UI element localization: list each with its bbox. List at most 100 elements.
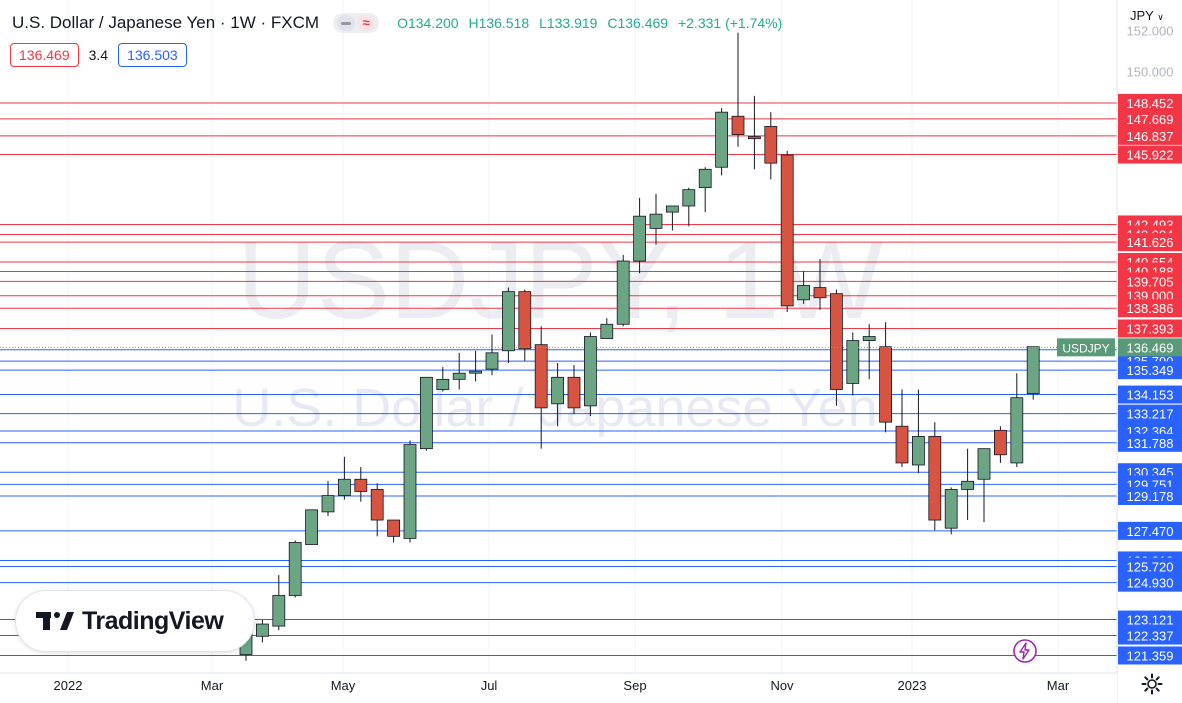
candle[interactable] [469,350,483,382]
candle[interactable] [1010,373,1024,468]
candle[interactable] [370,483,384,537]
support-level-label: 127.470 [1127,524,1174,539]
candle[interactable] [600,318,614,339]
candle[interactable] [666,205,679,231]
support-level-label-box [1118,610,1182,629]
ohlc-values: O134.200 H136.518 L133.919 C136.469 +2.3… [397,15,788,31]
resistance-level-label: 146.837 [1127,129,1174,144]
candle-body-up [485,352,499,370]
sell-price-button[interactable]: 136.469 [10,43,79,67]
status-pill[interactable]: ≈ [333,13,380,33]
candle[interactable] [272,575,286,631]
tradingview-logo[interactable]: TradingView [15,590,255,652]
candle[interactable] [813,259,827,310]
bid-ask-panel: 136.469 3.4 136.503 [10,41,187,69]
support-level-label-box [1118,487,1182,506]
candle-body-down [387,519,401,537]
candle-body-up [305,509,319,545]
candle-body-down [370,489,384,521]
candle[interactable] [797,271,810,304]
candle-body-up [961,480,974,490]
candle[interactable] [715,108,728,176]
candle[interactable] [961,448,974,521]
wave-icon[interactable]: ≈ [357,15,376,31]
watermark: USDJPY, 1W U.S. Dollar / Japanese Yen [232,219,883,438]
candle[interactable] [780,150,794,313]
support-level-label-box [1118,404,1182,423]
candle-body-up [698,168,712,189]
market-status-icon[interactable] [337,15,356,31]
current-price-label: 136.469 [1127,340,1174,355]
candle[interactable] [846,332,860,396]
candle[interactable] [501,287,515,364]
resistance-level-label: 139.705 [1127,274,1174,289]
ohlc-close: C136.469 [607,15,669,31]
currency-selector[interactable]: JPY ∨ [1130,8,1164,23]
y-tick-label: 150.000 [1127,64,1174,79]
candle[interactable] [977,448,991,523]
candle[interactable] [387,519,401,543]
candle[interactable] [436,367,450,392]
resistance-level-label-box [1118,109,1182,128]
candle[interactable] [419,376,433,451]
candle[interactable] [649,193,663,245]
x-tick-label: Nov [770,678,794,693]
resistance-level-label: 137.393 [1127,321,1174,336]
candle[interactable] [944,487,958,535]
candle-body-down [928,436,942,521]
candle[interactable] [830,289,843,406]
candle[interactable] [518,289,532,361]
candle-body-up [797,285,810,301]
x-tick-label: May [331,678,356,693]
candle[interactable] [255,619,269,643]
candle[interactable] [616,254,630,327]
support-level-label-box [1118,521,1182,540]
candle[interactable] [1026,346,1040,400]
candle[interactable] [452,352,466,390]
candle[interactable] [354,467,368,502]
candle-body-up [419,376,433,450]
candle[interactable] [321,481,335,516]
candle[interactable] [682,187,696,227]
candle[interactable] [584,332,597,417]
candle-body-down [567,376,581,409]
candle-body-down [895,425,909,464]
candle[interactable] [534,326,548,449]
gear-icon[interactable] [1140,672,1164,696]
candle[interactable] [912,389,925,474]
candle[interactable] [551,363,564,427]
candle[interactable] [337,456,351,500]
candle[interactable] [895,389,909,468]
support-level-label-box [1118,573,1182,592]
buy-price-button[interactable]: 136.503 [118,43,187,67]
candle-body-up [551,376,564,405]
support-level-label-box [1118,557,1182,576]
lightning-icon[interactable] [1012,638,1038,664]
resistance-level-label-box [1118,272,1182,291]
candle[interactable] [633,197,646,274]
candle[interactable] [764,112,778,180]
candle[interactable] [748,95,761,170]
candle[interactable] [485,334,499,376]
support-level-label: 135.349 [1127,363,1174,378]
candle[interactable] [928,422,942,531]
candle[interactable] [862,324,876,380]
candle-body-down [354,478,368,492]
candle[interactable] [403,440,417,543]
support-level-label: 134.153 [1127,388,1174,403]
support-level-label: 122.337 [1127,629,1174,644]
support-level-label-box [1118,433,1182,452]
tradingview-logo-text: TradingView [82,606,224,635]
support-level-label: 125.720 [1127,560,1174,575]
x-tick-label: Mar [201,678,224,693]
candle[interactable] [698,167,712,213]
candle[interactable] [305,509,319,545]
candle[interactable] [994,426,1007,463]
candle[interactable] [731,32,745,147]
candle-body-up [912,436,925,466]
candle[interactable] [879,322,892,433]
symbol-title[interactable]: U.S. Dollar / Japanese Yen · 1W · FXCM [12,13,320,32]
candle[interactable] [288,540,302,598]
candle[interactable] [567,365,581,414]
